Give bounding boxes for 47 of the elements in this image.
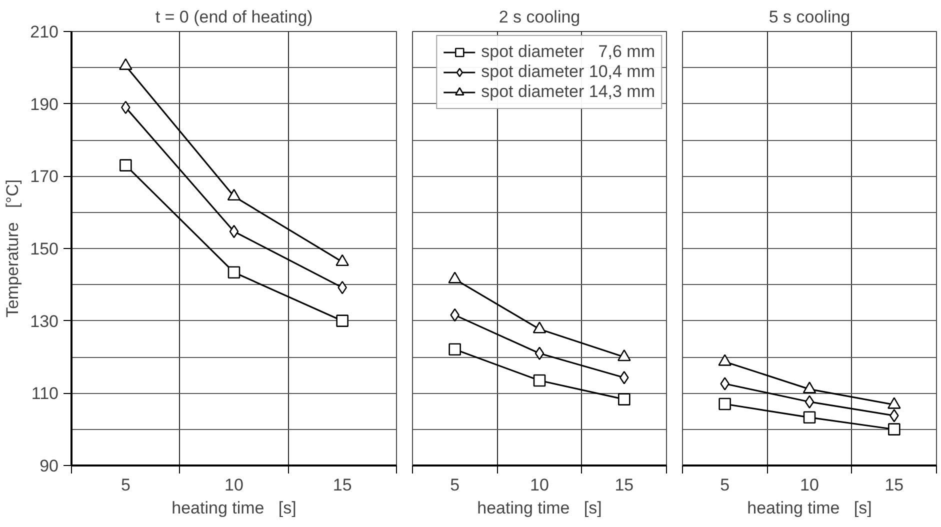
point [120,159,132,172]
y-tick-label: 150 [30,240,59,258]
x-tick-label: 5 [450,476,460,494]
point [803,411,816,424]
x-axis-title: heating time [s] [477,498,602,518]
point [448,343,461,356]
point [336,314,348,327]
point [720,377,730,390]
y-tick-label: 110 [31,384,59,404]
x-tick-label: 15 [884,476,904,494]
legend-label: spot diameter 14,3 mm [481,82,655,102]
chart-title: 2 s cooling [498,8,580,26]
x-tick-label: 15 [614,476,634,494]
x-tick-label: 5 [720,476,730,494]
chart-title: 5 s cooling [768,8,850,26]
point [718,398,731,410]
y-tick-label: 210 [30,22,59,42]
y-tick-label: 170 [30,167,59,186]
x-tick-label: 15 [332,476,352,494]
point [718,354,732,366]
legend-label: spot diameter 7,6 mm [481,42,655,62]
x-tick-label: 5 [120,476,130,494]
y-tick-label: 90 [40,456,59,476]
legend-label: spot diameter 10,4 mm [481,62,655,82]
y-axis-title: Temperature [°C] [3,179,22,318]
point [533,374,546,387]
point [119,58,132,70]
x-tick-label: 10 [800,476,819,494]
x-tick-label: 10 [530,476,549,494]
point [618,349,631,362]
point [618,393,630,406]
x-axis-title: heating time [s] [747,498,872,518]
point [534,346,544,360]
point [888,397,901,409]
point [802,382,816,394]
x-axis-title: heating time [s] [172,498,296,518]
x-tick-label: 10 [224,476,244,494]
point [448,272,462,284]
point [229,224,239,238]
chart-title: t = 0 (end of heating) [155,8,313,26]
point [888,423,900,436]
y-tick-label: 190 [30,94,59,114]
point [804,395,814,408]
point [228,266,240,279]
point [532,322,546,334]
y-tick-label: 130 [30,312,59,331]
point [227,188,241,201]
